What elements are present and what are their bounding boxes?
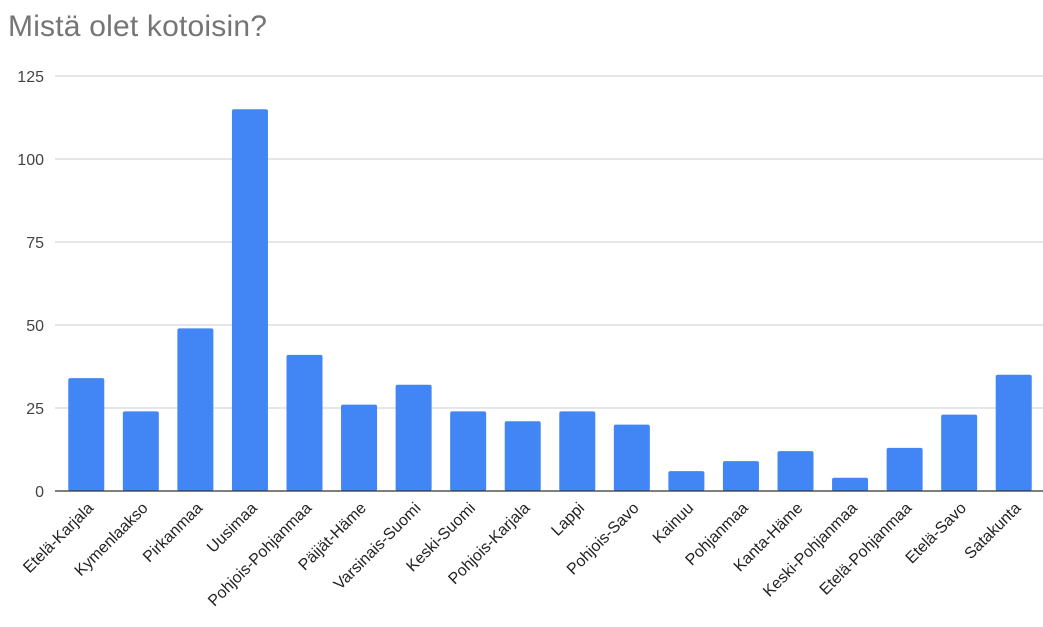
x-tick-label: Etelä-Pohjanmaa (817, 500, 916, 599)
bar (886, 447, 923, 491)
x-axis: Etelä-KarjalaKymenlaaksoPirkanmaaUusimaa… (20, 490, 1043, 610)
bar (395, 384, 432, 491)
bar (668, 471, 705, 491)
gridlines: 0 25 50 75 100 125 (17, 69, 1043, 501)
bar (286, 354, 323, 491)
y-tick-label: 0 (35, 484, 44, 501)
bar (68, 378, 105, 491)
chart-title: Mistä olet kotoisin? (8, 10, 268, 43)
bar (122, 411, 159, 491)
bar (995, 374, 1032, 491)
x-tick-label: Keski-Pohjanmaa (760, 500, 861, 601)
bars (68, 109, 1032, 491)
x-tick-label: Lappi (548, 500, 588, 540)
bar (341, 404, 378, 491)
y-tick-label: 75 (26, 235, 44, 252)
x-tick-label: Pirkanmaa (140, 500, 206, 566)
x-tick-label: Pohjois-Pohjanmaa (205, 500, 315, 610)
y-tick-label: 50 (26, 318, 44, 335)
bar (832, 477, 869, 491)
x-tick-label: Satakunta (962, 500, 1025, 563)
bar (177, 328, 214, 491)
y-tick-label: 125 (17, 69, 44, 86)
x-tick-label: Kainuu (650, 500, 697, 547)
bar (613, 424, 650, 491)
bar (777, 451, 814, 491)
bar (722, 461, 759, 491)
y-tick-label: 100 (17, 152, 44, 169)
y-tick-label: 25 (26, 401, 44, 418)
bar (450, 411, 487, 491)
bar (559, 411, 596, 491)
bar (231, 109, 268, 491)
x-tick-label: Uusimaa (204, 500, 261, 557)
bar (941, 414, 978, 491)
bar (504, 421, 541, 491)
